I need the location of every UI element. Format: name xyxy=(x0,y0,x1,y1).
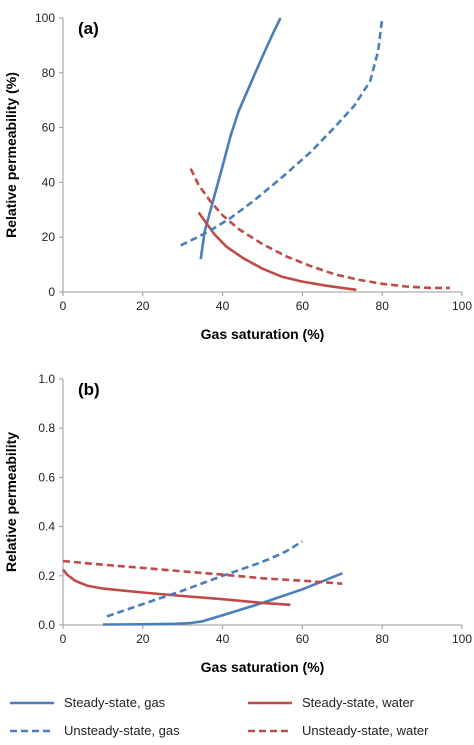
panel-a-x-tick-label: 100 xyxy=(452,299,472,313)
panel-b-y-tick-label: 0.2 xyxy=(38,569,55,583)
panel-a-series-unsteady-state-gas xyxy=(180,17,384,247)
panel-a-y-tick-label: 100 xyxy=(35,11,55,25)
panel-b-x-tick-label: 20 xyxy=(136,632,150,646)
panel-b-x-tick-label: 60 xyxy=(296,632,310,646)
panel-b-series-unsteady-state-gas xyxy=(106,540,304,618)
panel-a-y-tick-label: 20 xyxy=(42,230,56,244)
panel-b-series-steady-state-water xyxy=(61,568,291,607)
panel-b-series-steady-state-gas xyxy=(102,572,343,626)
panel-a-x-tick-label: 40 xyxy=(216,299,230,313)
panel-a-x-tick-label: 20 xyxy=(136,299,150,313)
panel-a-x-axis-title: Gas saturation (%) xyxy=(201,326,325,342)
panel-a-y-tick-label: 80 xyxy=(42,66,56,80)
panel-b-y-tick-label: 0.6 xyxy=(38,470,55,484)
panel-b-y-tick-label: 0.4 xyxy=(38,520,55,534)
panel-a-series-unsteady-state-water xyxy=(189,168,450,290)
panel-b-panel-label: (b) xyxy=(78,380,100,399)
panel-a-y-tick-label: 40 xyxy=(42,175,56,189)
panel-b-y-tick-label: 1.0 xyxy=(38,372,55,386)
panel-b-y-tick-label: 0.0 xyxy=(38,618,55,632)
panel-b-chart: 0 20 40 60 80 100 0.0 0.2 0.4 0.6 0.8 1.0 Gas satura… xyxy=(3,372,472,675)
legend: Steady-state, gas Steady-state, water Unst… xyxy=(10,695,429,738)
panel-b-y-axis-title: Relative permeability xyxy=(3,432,19,572)
legend-label-steady-state-gas: Steady-state, gas xyxy=(64,695,166,710)
panel-a-x-tick-label: 60 xyxy=(296,299,310,313)
panel-a-y-tick-label: 0 xyxy=(48,285,55,299)
panel-a-y-tick-label: 60 xyxy=(42,121,56,135)
legend-label-unsteady-state-water: Unsteady-state, water xyxy=(302,723,429,738)
panel-a-series-steady-state-gas xyxy=(199,17,282,260)
panel-b-series-unsteady-state-water xyxy=(62,559,343,585)
legend-label-steady-state-water: Steady-state, water xyxy=(302,695,415,710)
panel-a-panel-label: (a) xyxy=(78,19,99,38)
panel-a-y-axis-title: Relative permeability (%) xyxy=(3,72,19,238)
panel-b-x-tick-label: 100 xyxy=(452,632,472,646)
panel-a-x-tick-label: 80 xyxy=(376,299,390,313)
panel-a-chart: 0 20 40 60 80 100 0 20 40 60 80 100 Gas saturation (… xyxy=(3,11,472,342)
panel-b-y-tick-label: 0.8 xyxy=(38,421,55,435)
panel-b-x-tick-label: 40 xyxy=(216,632,230,646)
legend-label-unsteady-state-gas: Unsteady-state, gas xyxy=(64,723,180,738)
panel-b-x-tick-label: 80 xyxy=(376,632,390,646)
panel-b-x-axis-title: Gas saturation (%) xyxy=(201,659,325,675)
panel-a-x-tick-label: 0 xyxy=(60,299,67,313)
panel-b-x-tick-label: 0 xyxy=(60,632,67,646)
